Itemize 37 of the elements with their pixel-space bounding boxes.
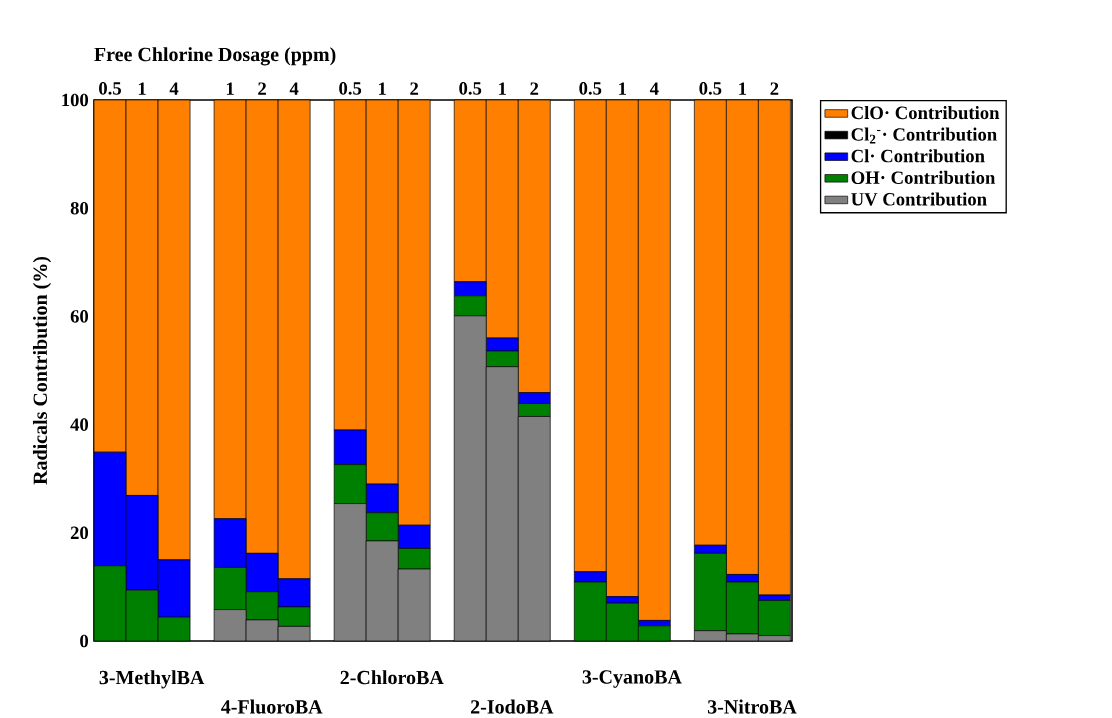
x-tick-label: 0.5: [699, 81, 722, 95]
text: 2-IodoBA: [471, 699, 554, 714]
x-tick-label: 0.5: [579, 81, 602, 95]
legend-label: ClO· Contribution: [851, 105, 1000, 120]
y-tick-label: 80: [70, 201, 89, 215]
x-tick-label: 0.5: [339, 81, 362, 95]
x-tick-label: 2: [410, 82, 419, 95]
x-tick-label: 1: [739, 82, 747, 95]
x-axis-title: Free Chlorine Dosage (ppm): [94, 47, 336, 66]
legend-label: Cl$_{2}$$^{-}$· Contribution: [851, 127, 997, 144]
x-tick-label: 4: [289, 82, 299, 95]
y-tick-label: 100: [62, 93, 89, 107]
x-tick-label: 1: [379, 82, 386, 95]
x-tick-label: 4: [169, 82, 179, 95]
y-axis-title: Radicals Contribution (%): [32, 256, 52, 485]
y-tick-label: 0: [80, 634, 89, 648]
x-tick-label: 2: [770, 82, 779, 95]
x-tick-label: 2: [258, 82, 266, 95]
legend-label: Cl· Contribution: [851, 149, 985, 163]
text: 4-FluoroBA: [221, 699, 323, 714]
x-tick-label: 1: [619, 82, 627, 95]
x-tick-label: 0.5: [459, 81, 482, 95]
y-tick-label: 60: [70, 310, 89, 323]
x-tick-label: 1: [138, 82, 146, 95]
x-tick-label: 4: [649, 82, 659, 95]
y-tick-label: 40: [70, 418, 89, 431]
legend-label: UV Contribution: [851, 192, 987, 206]
text: 3-MethylBA: [99, 670, 205, 689]
x-tick-label: 2: [530, 82, 539, 95]
text: 2-ChloroBA: [340, 670, 444, 685]
text: 3-CyanoBA: [582, 670, 682, 688]
y-tick-label: 20: [70, 526, 89, 540]
x-tick-label: 1: [226, 82, 234, 95]
legend-label: OH· Contribution: [851, 170, 996, 184]
text: 3-NitroBA: [707, 699, 797, 714]
x-tick-label: 1: [499, 82, 506, 95]
x-tick-label: 0.5: [99, 81, 122, 95]
